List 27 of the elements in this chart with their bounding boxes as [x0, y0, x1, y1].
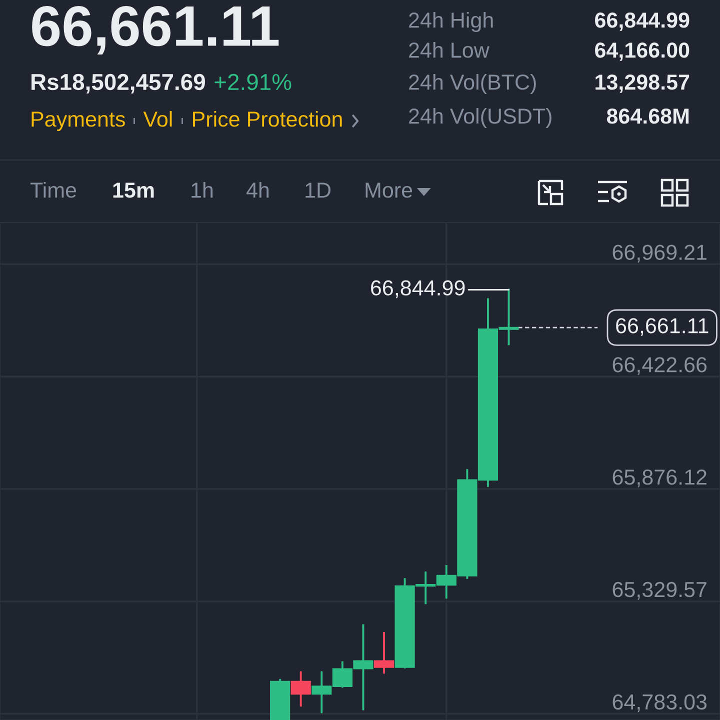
- text: 24h Vol(BTC): [409, 74, 536, 94]
- y-tick-label: 66,422.66: [612, 357, 707, 375]
- text: Rs18,502,457.69: [32, 74, 205, 94]
- text: 24h High: [409, 12, 493, 32]
- ref-line-label: 66,661.11: [616, 318, 708, 336]
- text: 15m: [113, 182, 154, 198]
- text: 1h: [192, 182, 213, 198]
- text: Payments: [32, 112, 125, 132]
- text: 1D: [306, 182, 330, 198]
- text: More: [366, 182, 412, 198]
- chart-title: 66,661.11: [32, 6, 279, 55]
- text: 24h Low: [409, 42, 490, 58]
- text: 864.68M: [606, 108, 689, 124]
- text: 66,844.99: [595, 12, 690, 31]
- text: 13,298.57: [596, 74, 690, 93]
- y-tick-label: 65,876.12: [612, 470, 706, 488]
- y-tick-label: 64,783.03: [612, 694, 707, 712]
- text: 64,166.00: [595, 42, 690, 61]
- text: Time: [30, 182, 76, 198]
- y-tick-label: 66,969.21: [612, 244, 706, 262]
- text: 4h: [246, 182, 269, 198]
- text: 24h Vol(USDT): [409, 108, 552, 128]
- y-tick-label: 65,329.57: [612, 582, 706, 600]
- text: Vol: [143, 110, 172, 127]
- text: Price Protection: [193, 110, 342, 127]
- text: +2.91%: [214, 74, 292, 90]
- annotation: 66,844.99: [371, 280, 465, 298]
